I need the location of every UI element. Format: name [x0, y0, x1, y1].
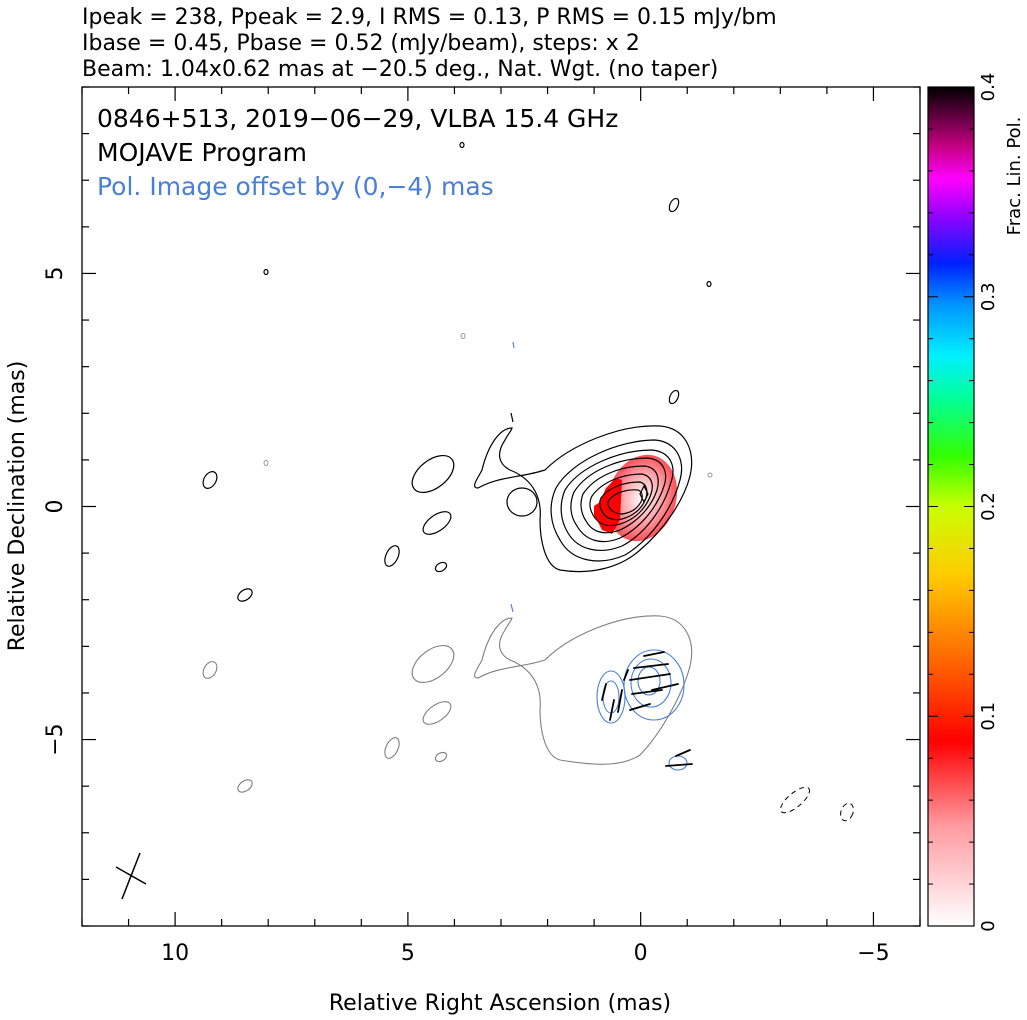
- evpa-vector: [629, 703, 651, 711]
- map-content: [115, 141, 854, 900]
- source-annotation: 0846+513, 2019−06−29, VLBA 15.4 GHz: [97, 104, 618, 133]
- header-line-2: Ibase = 0.45, Pbase = 0.52 (mJy/beam), s…: [82, 31, 640, 56]
- lower-intensity-contour: [237, 779, 253, 793]
- pol-contour: [630, 658, 672, 708]
- stokes-i-contour: [580, 465, 659, 534]
- evpa-vector: [609, 699, 615, 721]
- stokes-i-contour: [459, 141, 465, 149]
- axis-ticks: 10 5 0 −5 5 0 −5: [43, 86, 921, 966]
- negative-contour: [840, 802, 854, 822]
- colorbar-tick-label: 0.3: [978, 282, 999, 311]
- stokes-i-contour: [706, 280, 712, 288]
- colorbar: 0 0.1 0.2 0.3 0.4 Frac. Lin. Pol.: [927, 73, 1025, 932]
- evpa-vector: [601, 683, 607, 701]
- y-tick-label: 0: [43, 500, 68, 514]
- stokes-i-contours: [202, 141, 712, 602]
- header-line-1: Ipeak = 238, Ppeak = 2.9, I RMS = 0.13, …: [82, 5, 777, 30]
- evpa-vector: [651, 683, 679, 691]
- lower-intensity-contour: [411, 645, 455, 683]
- lower-intensity-outline: [474, 615, 693, 765]
- plot-frame: [81, 86, 921, 927]
- stokes-i-contour: [411, 454, 455, 494]
- evpa-vector: [665, 763, 693, 767]
- evpa-vector: [675, 749, 691, 757]
- pol-contours: [510, 341, 688, 771]
- evpa-vector: [629, 673, 671, 681]
- pol-contour: [512, 341, 515, 349]
- faint-contour: [263, 460, 269, 466]
- y-tick-label: 5: [43, 266, 68, 280]
- x-tick-label: −5: [857, 941, 889, 966]
- program-annotation: MOJAVE Program: [97, 138, 307, 167]
- stokes-i-contour: [384, 545, 400, 567]
- pol-offset-annotation: Pol. Image offset by (0,−4) mas: [97, 172, 494, 201]
- faint-contour: [707, 472, 713, 478]
- pol-contour: [510, 603, 514, 613]
- stokes-i-contour: [570, 457, 667, 543]
- beam-cross: [115, 852, 147, 900]
- evpa-vector: [617, 689, 623, 713]
- colorbar-tick-label: 0: [978, 920, 999, 931]
- stokes-i-contour: [237, 588, 253, 602]
- x-tick-label: 10: [161, 941, 189, 966]
- lower-intensity-contour: [434, 751, 448, 763]
- stokes-i-contour: [263, 268, 269, 276]
- total-intensity-lower: [202, 615, 693, 793]
- beam-minor-axis: [115, 866, 147, 885]
- colorbar-tick-label: 0.1: [978, 702, 999, 731]
- negative-contours: [779, 786, 854, 822]
- x-tick-label: 0: [634, 941, 648, 966]
- stokes-i-contour: [668, 197, 680, 213]
- stokes-i-contour: [434, 561, 448, 573]
- x-tick-label: 5: [401, 941, 415, 966]
- evpa-vector: [631, 689, 663, 695]
- stokes-i-contour-peak: [639, 484, 649, 504]
- evpa-vectors: [601, 651, 693, 767]
- stokes-i-contour: [422, 511, 452, 535]
- y-axis-title: Relative Declination (mas): [5, 361, 30, 652]
- stokes-i-contour: [510, 412, 514, 423]
- evpa-vector: [643, 651, 665, 657]
- faint-contour: [460, 333, 466, 339]
- evpa-vector: [633, 663, 669, 669]
- stokes-i-contour: [560, 449, 674, 552]
- x-axis-title: Relative Right Ascension (mas): [329, 991, 671, 1016]
- pol-contour: [623, 649, 685, 721]
- colorbar-tick-label: 0.4: [978, 73, 999, 102]
- stokes-i-contour: [607, 489, 643, 515]
- stokes-i-faint-contours: [263, 333, 713, 478]
- negative-contour: [779, 786, 811, 814]
- colorbar-ticks: 0 0.1 0.2 0.3 0.4: [928, 73, 999, 932]
- stokes-i-contour: [202, 471, 218, 489]
- pol-contour: [596, 670, 626, 724]
- stokes-i-contour: [589, 473, 653, 527]
- lower-intensity-contour: [384, 737, 400, 759]
- stokes-i-contour: [668, 389, 680, 405]
- header-line-3: Beam: 1.04x0.62 mas at −20.5 deg., Nat. …: [82, 57, 718, 82]
- lower-intensity-contour: [202, 661, 218, 679]
- stokes-i-contour-outer: [474, 425, 693, 573]
- evpa-vector: [623, 669, 629, 681]
- y-tick-label: −5: [43, 723, 68, 755]
- stokes-i-contour: [506, 487, 538, 517]
- colorbar-tick-label: 0.2: [978, 492, 999, 521]
- stokes-i-contour: [599, 481, 648, 521]
- lower-intensity-contour: [422, 701, 452, 725]
- colorbar-title: Frac. Lin. Pol.: [1004, 117, 1025, 236]
- stokes-i-contour: [550, 439, 683, 562]
